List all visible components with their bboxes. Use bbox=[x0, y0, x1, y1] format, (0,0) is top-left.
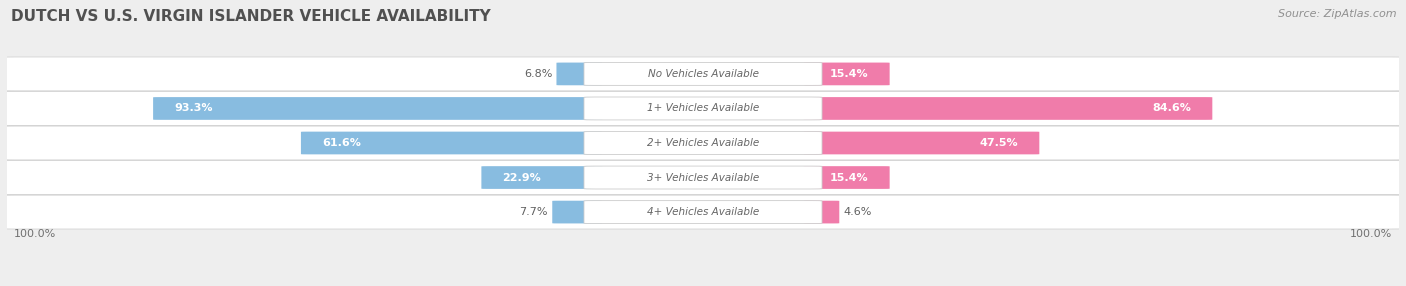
Text: 84.6%: 84.6% bbox=[1153, 104, 1191, 114]
FancyBboxPatch shape bbox=[557, 63, 602, 85]
FancyBboxPatch shape bbox=[0, 195, 1406, 229]
Text: 100.0%: 100.0% bbox=[1350, 229, 1392, 239]
FancyBboxPatch shape bbox=[153, 97, 602, 120]
Text: 61.6%: 61.6% bbox=[322, 138, 361, 148]
FancyBboxPatch shape bbox=[583, 132, 823, 154]
Text: 6.8%: 6.8% bbox=[524, 69, 553, 79]
Text: 1+ Vehicles Available: 1+ Vehicles Available bbox=[647, 104, 759, 114]
FancyBboxPatch shape bbox=[553, 201, 602, 223]
Text: 2+ Vehicles Available: 2+ Vehicles Available bbox=[647, 138, 759, 148]
Text: Source: ZipAtlas.com: Source: ZipAtlas.com bbox=[1278, 9, 1396, 19]
FancyBboxPatch shape bbox=[583, 97, 823, 120]
FancyBboxPatch shape bbox=[804, 201, 839, 223]
FancyBboxPatch shape bbox=[583, 200, 823, 224]
Text: 4+ Vehicles Available: 4+ Vehicles Available bbox=[647, 207, 759, 217]
FancyBboxPatch shape bbox=[0, 126, 1406, 160]
FancyBboxPatch shape bbox=[583, 166, 823, 189]
FancyBboxPatch shape bbox=[0, 92, 1406, 125]
FancyBboxPatch shape bbox=[0, 57, 1406, 91]
Text: 4.6%: 4.6% bbox=[844, 207, 872, 217]
FancyBboxPatch shape bbox=[481, 166, 602, 189]
FancyBboxPatch shape bbox=[804, 97, 1212, 120]
Text: 100.0%: 100.0% bbox=[14, 229, 56, 239]
Text: 15.4%: 15.4% bbox=[830, 69, 869, 79]
Text: 22.9%: 22.9% bbox=[502, 172, 541, 182]
Text: 15.4%: 15.4% bbox=[830, 172, 869, 182]
Text: 47.5%: 47.5% bbox=[980, 138, 1018, 148]
FancyBboxPatch shape bbox=[583, 62, 823, 86]
Text: No Vehicles Available: No Vehicles Available bbox=[648, 69, 758, 79]
FancyBboxPatch shape bbox=[804, 63, 890, 85]
FancyBboxPatch shape bbox=[804, 132, 1039, 154]
FancyBboxPatch shape bbox=[804, 166, 890, 189]
Text: 3+ Vehicles Available: 3+ Vehicles Available bbox=[647, 172, 759, 182]
Text: 7.7%: 7.7% bbox=[520, 207, 548, 217]
Text: DUTCH VS U.S. VIRGIN ISLANDER VEHICLE AVAILABILITY: DUTCH VS U.S. VIRGIN ISLANDER VEHICLE AV… bbox=[11, 9, 491, 23]
FancyBboxPatch shape bbox=[301, 132, 602, 154]
FancyBboxPatch shape bbox=[0, 161, 1406, 194]
Text: 93.3%: 93.3% bbox=[174, 104, 212, 114]
